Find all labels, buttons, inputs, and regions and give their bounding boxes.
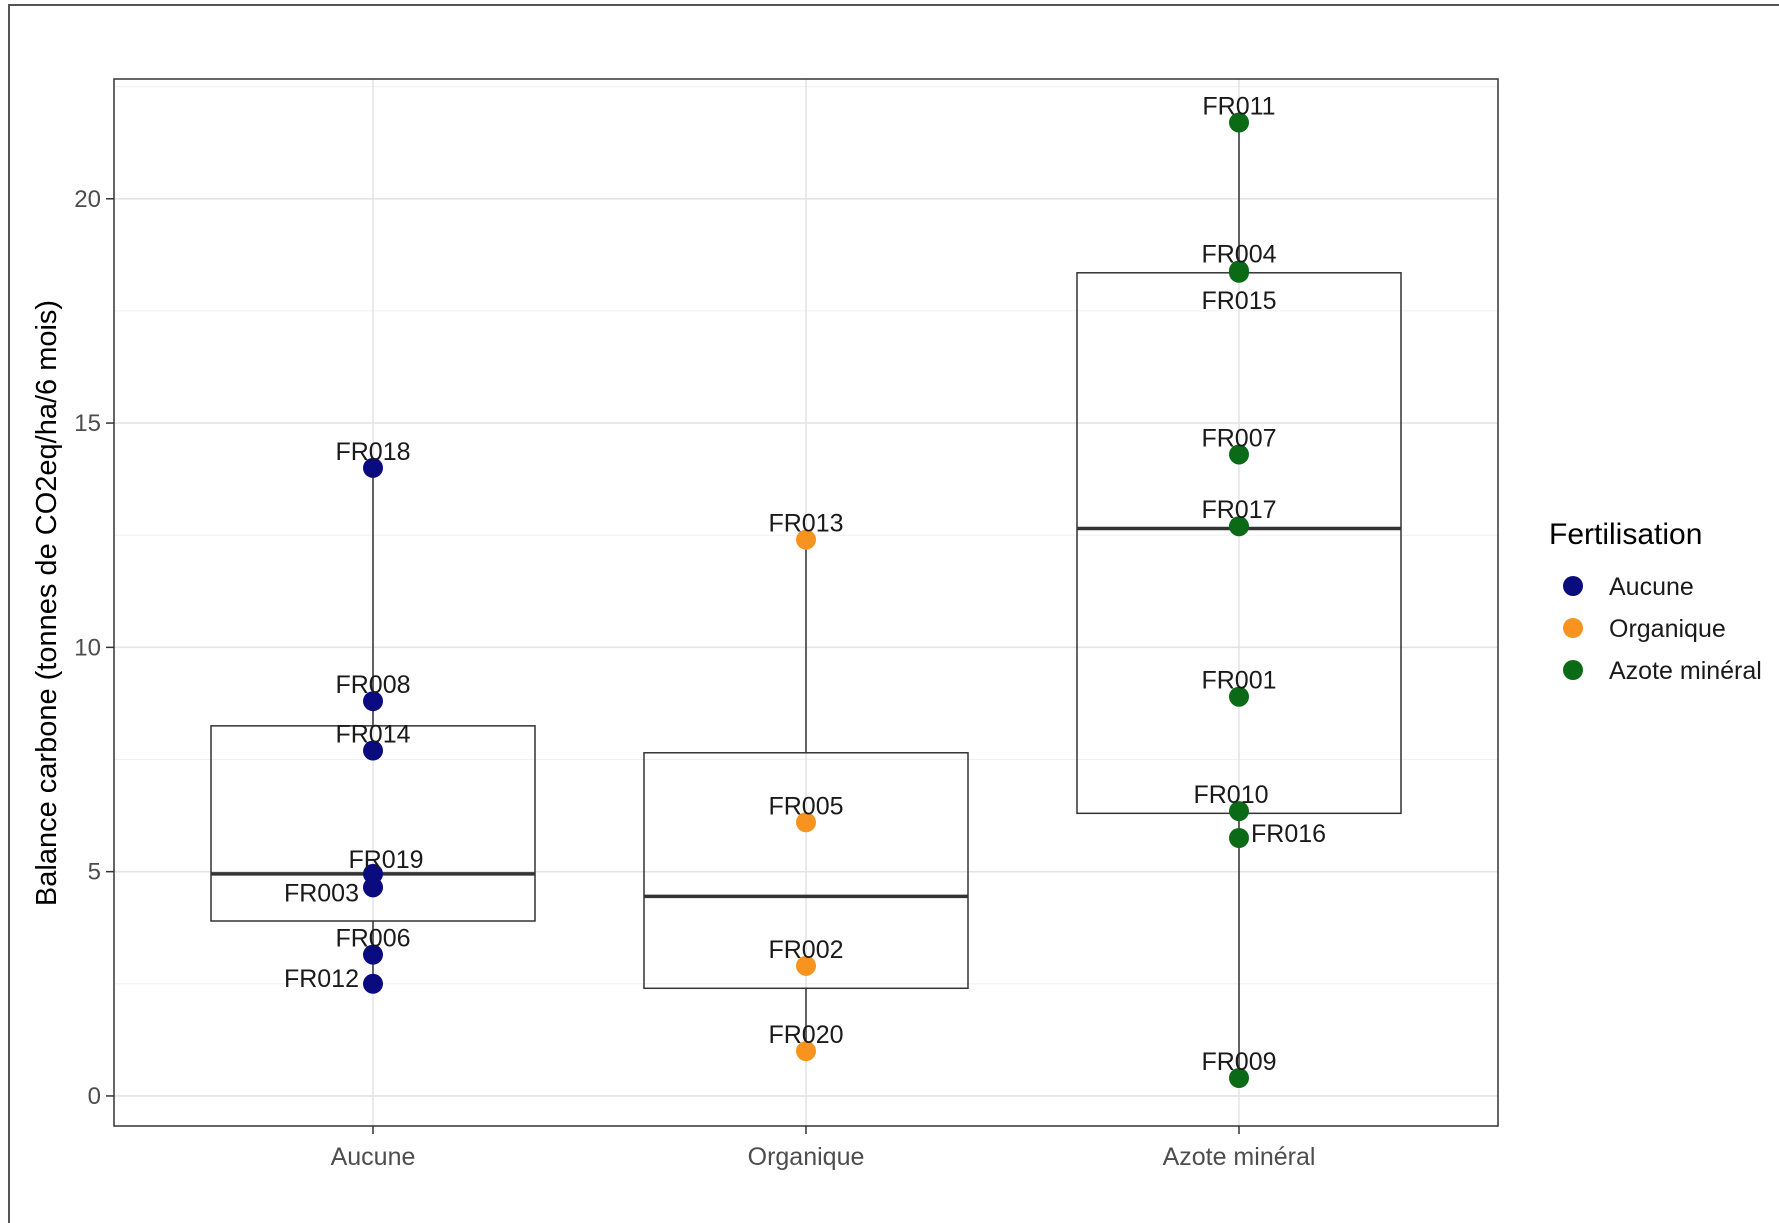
data-point bbox=[796, 955, 816, 976]
point-label: FR019 bbox=[348, 846, 423, 874]
legend-title: Fertilisation bbox=[1549, 518, 1702, 551]
point-label: FR020 bbox=[768, 1021, 843, 1049]
y-axis-title: Balance carbone (tonnes de CO2eq/ha/6 mo… bbox=[31, 300, 63, 906]
data-point bbox=[1229, 444, 1249, 465]
point-label: FR005 bbox=[768, 792, 843, 820]
data-point bbox=[1229, 801, 1249, 822]
data-point bbox=[363, 457, 383, 478]
data-point bbox=[363, 973, 383, 994]
point-label: FR003 bbox=[284, 879, 359, 907]
y-tick-label: 15 bbox=[74, 410, 101, 437]
point-label: FR011 bbox=[1202, 93, 1275, 121]
x-tick-label: Azote minéral bbox=[1163, 1143, 1316, 1171]
data-point bbox=[1229, 686, 1249, 707]
point-label: FR014 bbox=[335, 721, 410, 749]
data-point bbox=[363, 877, 383, 898]
y-tick-label: 20 bbox=[74, 186, 101, 213]
data-point bbox=[1229, 828, 1249, 849]
data-point bbox=[796, 1041, 816, 1062]
point-label: FR001 bbox=[1201, 667, 1276, 695]
data-point bbox=[1229, 1068, 1249, 1089]
legend-label: Aucune bbox=[1609, 573, 1694, 601]
legend-label: Organique bbox=[1609, 615, 1726, 643]
data-point bbox=[1229, 516, 1249, 537]
box bbox=[210, 725, 536, 922]
point-label: FR016 bbox=[1251, 820, 1326, 848]
y-tick-label: 0 bbox=[88, 1083, 101, 1110]
data-point bbox=[363, 691, 383, 712]
legend-key bbox=[1563, 576, 1583, 596]
data-point bbox=[1229, 262, 1249, 283]
y-tick-label: 10 bbox=[74, 634, 101, 661]
legend-key bbox=[1563, 618, 1583, 638]
point-label: FR007 bbox=[1201, 424, 1276, 452]
point-label: FR015 bbox=[1201, 287, 1276, 315]
data-point bbox=[1229, 112, 1249, 133]
x-axis: Aucune Organique Azote minéral bbox=[331, 1126, 1316, 1171]
figure-frame bbox=[8, 4, 1779, 1223]
point-label: FR010 bbox=[1193, 781, 1268, 809]
point-label: FR006 bbox=[335, 925, 410, 953]
point-label: FR009 bbox=[1201, 1048, 1276, 1076]
y-axis: 0 5 10 15 20 bbox=[74, 186, 114, 1110]
point-label: FR013 bbox=[768, 510, 843, 538]
x-tick-label: Organique bbox=[748, 1143, 865, 1171]
point-label: FR008 bbox=[335, 671, 410, 699]
legend: Fertilisation Aucune Organique Azote minér… bbox=[1549, 518, 1762, 685]
y-tick-label: 5 bbox=[88, 859, 101, 886]
data-point bbox=[796, 529, 816, 550]
point-label: FR017 bbox=[1201, 496, 1276, 524]
box-group bbox=[210, 122, 1402, 1079]
data-point bbox=[363, 740, 383, 761]
x-tick-label: Aucune bbox=[331, 1143, 416, 1171]
legend-label: Azote minéral bbox=[1609, 657, 1762, 685]
data-point bbox=[363, 944, 383, 965]
point-label: FR002 bbox=[768, 936, 843, 964]
point-group: FR018 FR008 FR014 FR019 FR003 FR006 FR012 FR013… bbox=[284, 93, 1326, 1089]
point-label: FR018 bbox=[335, 438, 410, 466]
box bbox=[643, 752, 969, 990]
legend-key bbox=[1563, 660, 1583, 680]
data-point bbox=[796, 812, 816, 833]
point-label: FR012 bbox=[284, 965, 359, 993]
